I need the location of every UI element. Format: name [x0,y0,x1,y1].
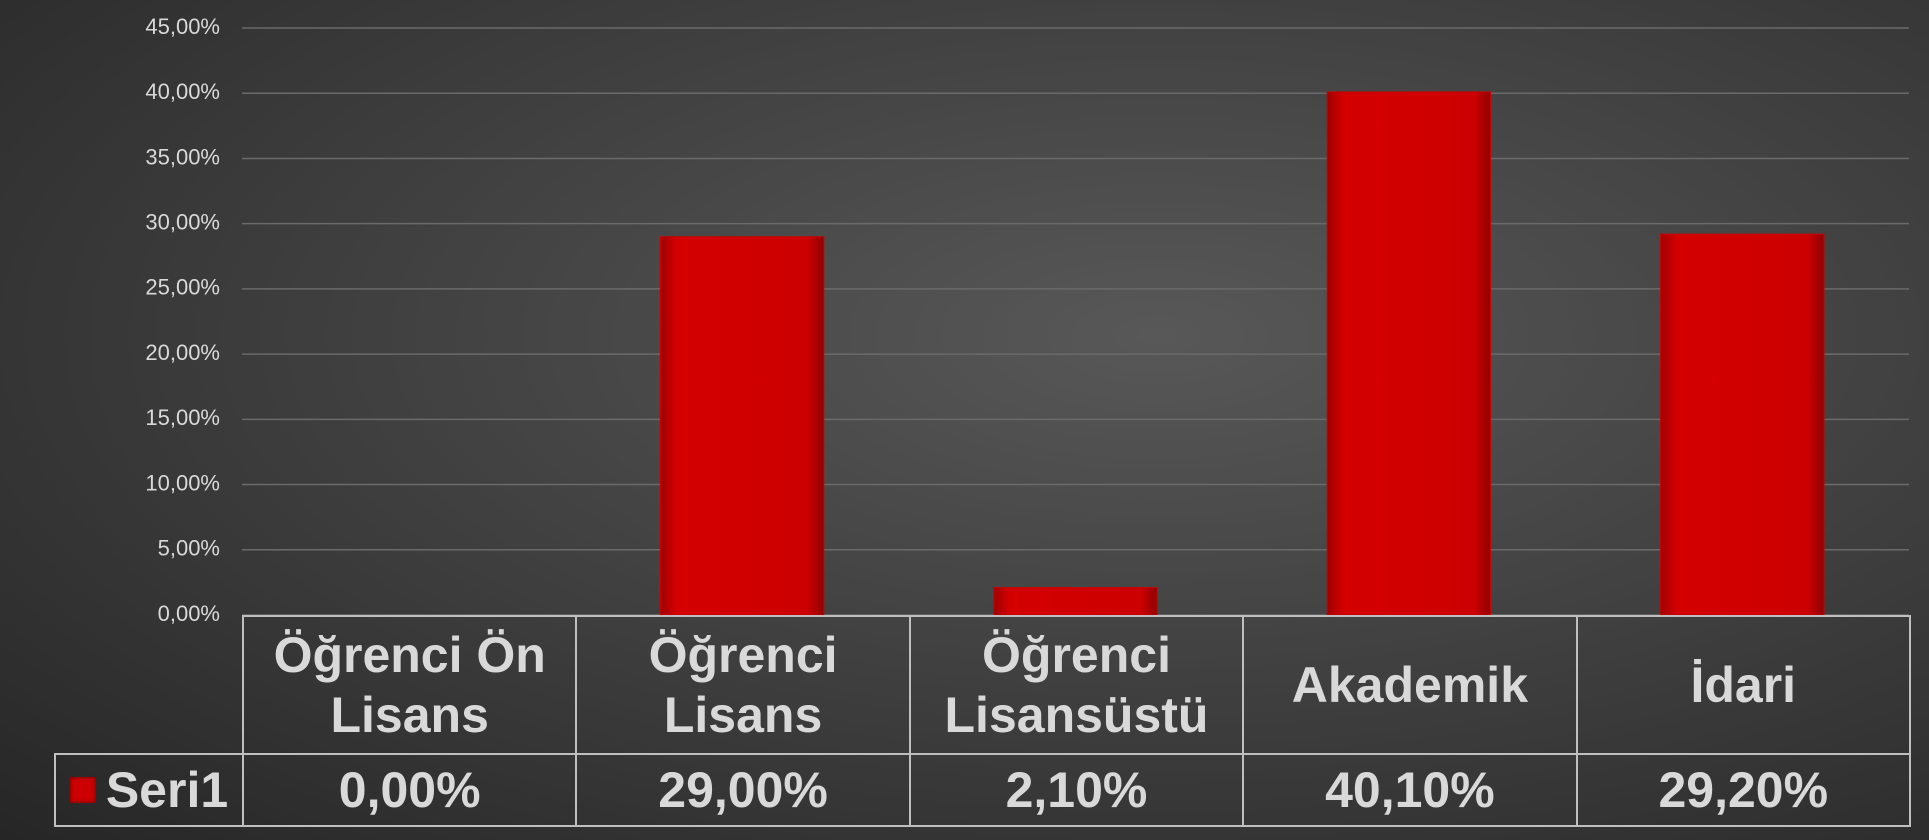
value-cell: 0,00% [242,753,578,827]
y-tick-label: 45,00% [145,14,220,39]
y-tick-label: 15,00% [145,405,220,430]
category-header: İdari [1575,615,1911,755]
y-tick-label: 40,00% [145,79,220,104]
value-cell: 40,10% [1242,753,1578,827]
bar [993,587,1158,616]
y-tick-label: 35,00% [145,144,220,169]
value-cell: 2,10% [908,753,1245,827]
category-header: Öğrenci Lisansüstü [908,615,1245,755]
bar [1326,91,1492,616]
bar [1660,233,1825,616]
legend-swatch [69,777,96,803]
y-tick-label: 10,00% [145,470,220,495]
legend-entry: Seri1 [54,753,244,827]
value-cell: 29,00% [575,753,911,827]
category-header: Akademik [1242,615,1578,755]
legend-label: Seri1 [105,762,229,818]
y-tick-label: 5,00% [158,536,220,561]
category-header: Öğrenci Lisans [575,615,911,755]
category-header: Öğrenci Ön Lisans [242,615,578,755]
y-tick-label: 0,00% [158,601,220,626]
value-cell: 29,20% [1575,753,1911,827]
bar [659,236,825,616]
y-tick-label: 30,00% [145,209,220,234]
y-tick-label: 20,00% [145,340,220,365]
y-tick-label: 25,00% [145,275,220,300]
